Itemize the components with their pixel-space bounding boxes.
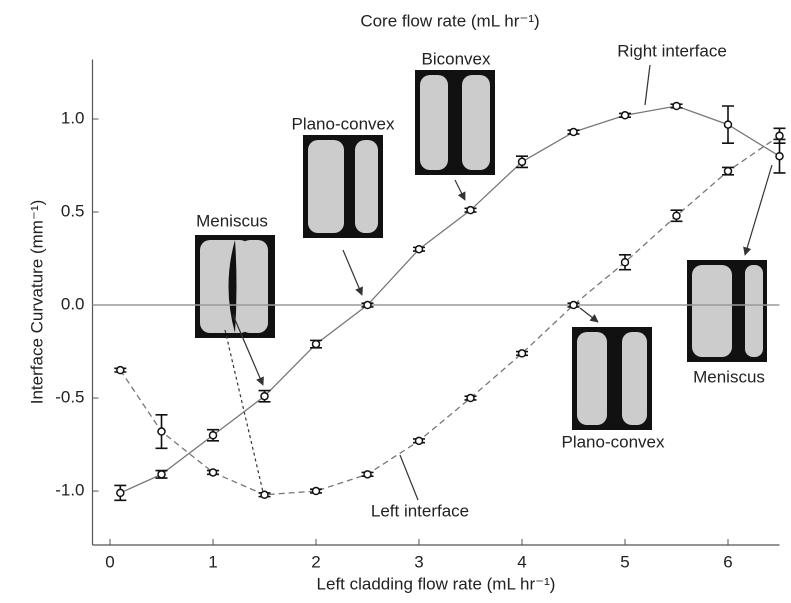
data-point — [776, 132, 783, 139]
x-tick-label: 3 — [414, 552, 423, 571]
data-point — [416, 246, 423, 253]
data-point — [570, 129, 577, 136]
data-point — [158, 428, 165, 435]
data-point — [622, 112, 629, 119]
x-tick-label: 1 — [208, 552, 217, 571]
data-point — [416, 437, 423, 444]
x-tick-label: 6 — [723, 552, 732, 571]
x-tick-label: 4 — [517, 552, 526, 571]
data-point — [725, 168, 732, 175]
data-point — [364, 471, 371, 478]
y-tick-label: -0.5 — [55, 388, 84, 407]
data-point — [519, 350, 526, 357]
data-point — [210, 469, 217, 476]
x-axis-label: Left cladding flow rate (mL hr⁻¹) — [317, 574, 556, 593]
y-axis-label: Interface Curvature (mm⁻¹) — [27, 200, 46, 405]
y-tick-label: 0.0 — [61, 295, 85, 314]
annotation: Right interface — [617, 41, 727, 60]
data-point — [117, 489, 124, 496]
data-point — [210, 432, 217, 439]
chart: Core flow rate (mL hr⁻¹) Left cladding f… — [0, 0, 791, 603]
x-tick-label: 0 — [105, 552, 114, 571]
data-point — [313, 488, 320, 495]
data-point — [725, 121, 732, 128]
y-tick-label: 1.0 — [61, 109, 85, 128]
data-point — [158, 471, 165, 478]
data-point — [467, 395, 474, 402]
annotation: Meniscus — [693, 367, 765, 386]
x-tick-label: 5 — [620, 552, 629, 571]
lens-images — [195, 70, 767, 430]
data-point — [261, 491, 268, 498]
data-point — [117, 367, 124, 374]
annotation: Plano-convex — [561, 432, 665, 451]
data-point — [673, 212, 680, 219]
y-tick-label: 0.5 — [61, 202, 85, 221]
annotation: Plano-convex — [291, 114, 395, 133]
data-point — [519, 158, 526, 165]
y-tick-label: -1.0 — [55, 481, 84, 500]
data-point — [622, 259, 629, 266]
data-point — [776, 153, 783, 160]
data-point — [570, 302, 577, 309]
annotation: Left interface — [371, 501, 469, 520]
annotation: Meniscus — [196, 211, 268, 230]
annotation: Biconvex — [422, 49, 491, 68]
data-point — [261, 393, 268, 400]
data-point — [313, 341, 320, 348]
top-axis-label: Core flow rate (mL hr⁻¹) — [360, 11, 539, 30]
data-point — [364, 302, 371, 309]
data-point — [467, 207, 474, 214]
x-tick-label: 2 — [311, 552, 320, 571]
data-point — [673, 103, 680, 110]
